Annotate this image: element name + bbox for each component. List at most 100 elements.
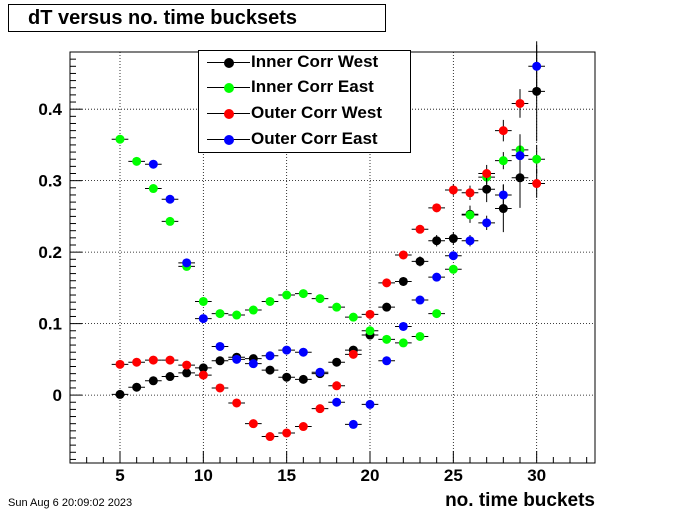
data-point [398, 276, 408, 286]
data-point [415, 331, 425, 341]
data-point [215, 309, 225, 319]
x-tick-label: 10 [194, 466, 213, 485]
data-point [365, 309, 375, 319]
data-point [432, 272, 442, 282]
data-point [198, 314, 208, 324]
data-point [448, 185, 458, 195]
data-point [498, 156, 508, 166]
x-axis-title: no. time buckets [445, 490, 595, 511]
data-point [298, 422, 308, 432]
data-point [415, 224, 425, 234]
data-point [432, 236, 442, 246]
y-tick-label: 0 [53, 386, 62, 405]
legend-item-inner-corr-east: Inner Corr East [199, 76, 410, 100]
x-tick-label: 15 [277, 466, 296, 485]
x-tick-label: 30 [527, 466, 546, 485]
x-tick-label: 5 [115, 466, 124, 485]
series-outer-corr-west [111, 89, 545, 442]
data-point [132, 382, 142, 392]
data-point [348, 312, 358, 322]
data-point [465, 236, 475, 246]
data-point [498, 126, 508, 136]
data-point [115, 134, 125, 144]
data-point [115, 389, 125, 399]
data-point [415, 295, 425, 305]
data-point [332, 397, 342, 407]
legend-marker [224, 135, 234, 145]
data-point [532, 86, 542, 96]
data-point [332, 381, 342, 391]
data-point [265, 432, 275, 442]
data-point [515, 151, 525, 161]
data-point [348, 419, 358, 429]
data-point [215, 356, 225, 366]
legend: Inner Corr West Inner Corr East Outer Co… [198, 50, 411, 153]
data-point [365, 399, 375, 409]
legend-label: Inner Corr East [251, 77, 374, 96]
data-point [365, 326, 375, 336]
x-tick-label: 20 [361, 466, 380, 485]
data-point [282, 345, 292, 355]
data-point [298, 289, 308, 299]
data-point [132, 357, 142, 367]
data-point [132, 156, 142, 166]
data-point [482, 169, 492, 179]
data-point [398, 321, 408, 331]
data-point [482, 218, 492, 228]
chart-title: dT versus no. time bucksets [8, 4, 386, 32]
legend-label: Inner Corr West [251, 52, 379, 71]
legend-item-outer-corr-east: Outer Corr East [199, 128, 410, 152]
data-point [215, 341, 225, 351]
data-point [382, 302, 392, 312]
data-point [382, 334, 392, 344]
data-point [148, 376, 158, 386]
data-point [165, 355, 175, 365]
axes [69, 51, 596, 464]
data-point [182, 258, 192, 268]
data-point [332, 357, 342, 367]
legend-marker [224, 109, 234, 119]
legend-item-inner-corr-west: Inner Corr West [199, 51, 410, 75]
data-point [498, 204, 508, 214]
data-point [515, 173, 525, 183]
x-tick-label: 25 [444, 466, 463, 485]
data-point [532, 154, 542, 164]
data-point [148, 159, 158, 169]
data-point [232, 310, 242, 320]
data-point [465, 210, 475, 220]
data-point [182, 360, 192, 370]
y-tick-label: 0.3 [38, 172, 62, 191]
data-point [215, 383, 225, 393]
data-point [282, 290, 292, 300]
data-point [265, 351, 275, 361]
data-point [515, 98, 525, 108]
legend-item-outer-corr-west: Outer Corr West [199, 102, 410, 126]
data-point [382, 278, 392, 288]
data-point [232, 354, 242, 364]
data-point [198, 370, 208, 380]
data-point [448, 234, 458, 244]
data-point [498, 190, 508, 200]
data-point [415, 256, 425, 266]
data-points [111, 41, 545, 442]
data-point [248, 419, 258, 429]
data-point [198, 363, 208, 373]
y-tick-label: 0.2 [38, 243, 62, 262]
data-point [248, 359, 258, 369]
data-point [532, 61, 542, 71]
data-point [315, 367, 325, 377]
data-point [315, 294, 325, 304]
data-point [315, 404, 325, 414]
data-point [165, 194, 175, 204]
tick-labels: 5 10 15 20 25 30 0 0.1 0.2 0.3 0.4 [38, 100, 546, 485]
series-outer-corr-east [145, 44, 545, 429]
legend-label: Outer Corr West [251, 103, 382, 122]
data-point [148, 355, 158, 365]
data-point [448, 264, 458, 274]
data-point [115, 359, 125, 369]
data-point [148, 184, 158, 194]
data-point [432, 203, 442, 213]
data-point [382, 356, 392, 366]
legend-label: Outer Corr East [251, 129, 378, 148]
